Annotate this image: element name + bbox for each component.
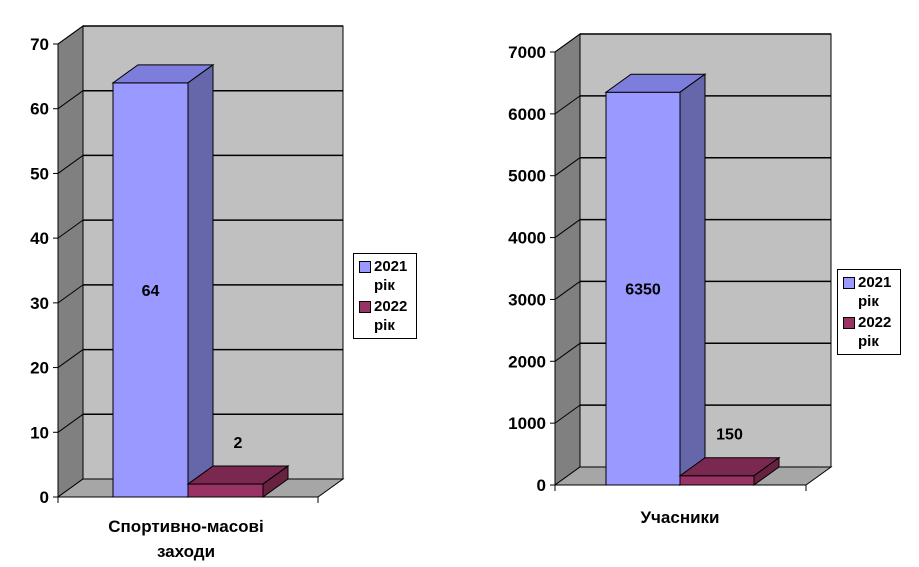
legend-item-2021: 2021 рік [359,257,410,295]
y-tick-label: 7000 [508,43,546,62]
chart-participants-plot: 0 1000 2000 3000 4000 5000 6000 7000 6350 150 Учас… [508,33,833,527]
y-tick-label: 20 [30,359,49,378]
chart-events: 0 10 20 30 40 50 60 70 64 2 Спортивно-масові заходи… [30,25,417,561]
y-tick-label: 40 [30,229,49,248]
gridline-side [57,155,84,174]
legend-swatch-2022 [843,317,855,329]
legend-swatch-2021 [359,261,371,273]
y-tick-label: 1000 [508,414,546,433]
side-wall [554,33,581,486]
gridline-side [57,25,84,45]
y-tick-label: 10 [30,423,49,442]
bar-side-2021 [187,63,214,498]
bar-front-2022 [187,483,264,498]
gridline-side [57,90,84,110]
y-tick-label: 50 [30,164,49,183]
gridline-side [57,284,84,304]
y-tick-label: 0 [40,488,49,507]
y-tick-label: 70 [30,35,49,54]
category-label: заходи [157,542,215,561]
legend-label-2021: 2021 рік [374,258,408,294]
legend-events: 2021 рік 2022 рік [353,253,417,339]
legend-item-2021: 2021 рік [843,273,894,311]
chart-participants: 0 1000 2000 3000 4000 5000 6000 7000 6350 150 Учас… [460,0,919,567]
y-tick-label: 5000 [508,167,546,186]
bar-front-2022 [679,475,755,486]
y-tick-label: 60 [30,100,49,119]
gridline-side [554,33,581,53]
gridline-side [554,219,581,238]
gridline-side [57,413,84,433]
legend-label-2022: 2022 рік [374,298,408,334]
legend-item-2022: 2022 рік [843,313,894,351]
legend-item-2022: 2022 рік [359,297,410,335]
gridline-side [554,157,581,177]
bar-side-2021 [679,73,706,486]
side-wall [57,25,84,498]
data-label-2021: 6350 [625,282,661,299]
chart-events-plot: 0 10 20 30 40 50 60 70 64 2 Спортивно-масові заходи [30,25,345,561]
gridline-side [554,404,581,424]
category-label: Спортивно-масові [108,517,263,536]
gridline-side [554,342,581,362]
bar-side-2022 [262,465,289,498]
gridline-side [57,219,84,239]
bar-front-2021 [605,91,681,486]
legend-label-2021: 2021 рік [858,274,892,310]
legend-swatch-2021 [843,277,855,289]
bar-front-2021 [112,82,189,498]
y-tick-label: 30 [30,294,49,313]
gridline-side [554,281,581,300]
gridline-side [57,349,84,368]
y-tick-label: 2000 [508,352,546,371]
y-tick-label: 3000 [508,290,546,309]
legend-swatch-2022 [359,301,371,313]
data-label-2022: 2 [234,435,243,452]
data-label-2021: 64 [142,283,160,300]
data-label-2022: 150 [716,427,743,444]
legend-label-2022: 2022 рік [858,314,892,350]
legend-participants: 2021 рік 2022 рік [837,269,901,355]
y-tick-label: 6000 [508,105,546,124]
y-tick-label: 0 [537,476,546,495]
gridline-side [554,95,581,115]
y-tick-label: 4000 [508,229,546,248]
bar-side-2022 [753,456,780,486]
category-label: Учасники [640,508,719,527]
